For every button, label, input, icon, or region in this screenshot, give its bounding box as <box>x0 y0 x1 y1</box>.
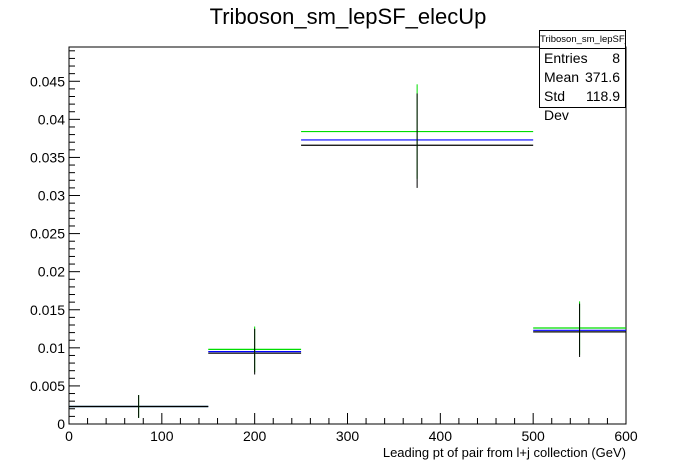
y-tick-label: 0.045 <box>30 73 65 89</box>
stats-label: Std Dev <box>544 88 569 123</box>
y-tick-label: 0.03 <box>38 188 65 204</box>
stats-row-entries: Entries 8 <box>540 49 625 68</box>
y-tick-label: 0 <box>57 416 65 432</box>
stats-value: 118.9 <box>586 88 620 104</box>
stats-value: 8 <box>612 50 620 66</box>
x-tick-label: 600 <box>614 428 638 444</box>
y-tick-label: 0.02 <box>38 264 65 280</box>
chart-title: Triboson_sm_lepSF_elecUp <box>210 4 487 29</box>
y-tick-label: 0.025 <box>30 226 65 242</box>
x-tick-label: 100 <box>150 428 174 444</box>
stats-box: Triboson_sm_lepSF_elecUp Entries 8 Mean … <box>539 30 626 123</box>
stats-box-title: Triboson_sm_lepSF_elecUp <box>540 31 625 49</box>
x-axis: 0 100 200 300 400 500 600 <box>65 413 638 444</box>
x-tick-label: 400 <box>429 428 453 444</box>
histogram-marks <box>69 84 626 418</box>
stats-value: 371.6 <box>584 69 620 85</box>
x-tick-label: 300 <box>336 428 360 444</box>
y-tick-label: 0.01 <box>38 340 65 356</box>
stats-label: Mean <box>544 69 580 85</box>
y-tick-label: 0.04 <box>38 111 65 127</box>
y-axis: 0 0.005 0.01 0.015 0.02 0.025 0.03 0.035 0.04 0.0… <box>30 50 80 432</box>
y-tick-label: 0.015 <box>30 302 65 318</box>
stats-row-mean: Mean 371.6 <box>540 68 625 87</box>
x-tick-label: 500 <box>521 428 545 444</box>
y-tick-label: 0.005 <box>30 378 65 394</box>
stats-label: Entries <box>544 50 588 66</box>
x-tick-label: 0 <box>65 428 73 444</box>
x-tick-label: 200 <box>243 428 267 444</box>
x-axis-title: Leading pt of pair from l+j collection (… <box>383 445 626 460</box>
y-tick-label: 0.035 <box>30 149 65 165</box>
stats-row-stddev: Std Dev 118.9 <box>540 87 625 123</box>
